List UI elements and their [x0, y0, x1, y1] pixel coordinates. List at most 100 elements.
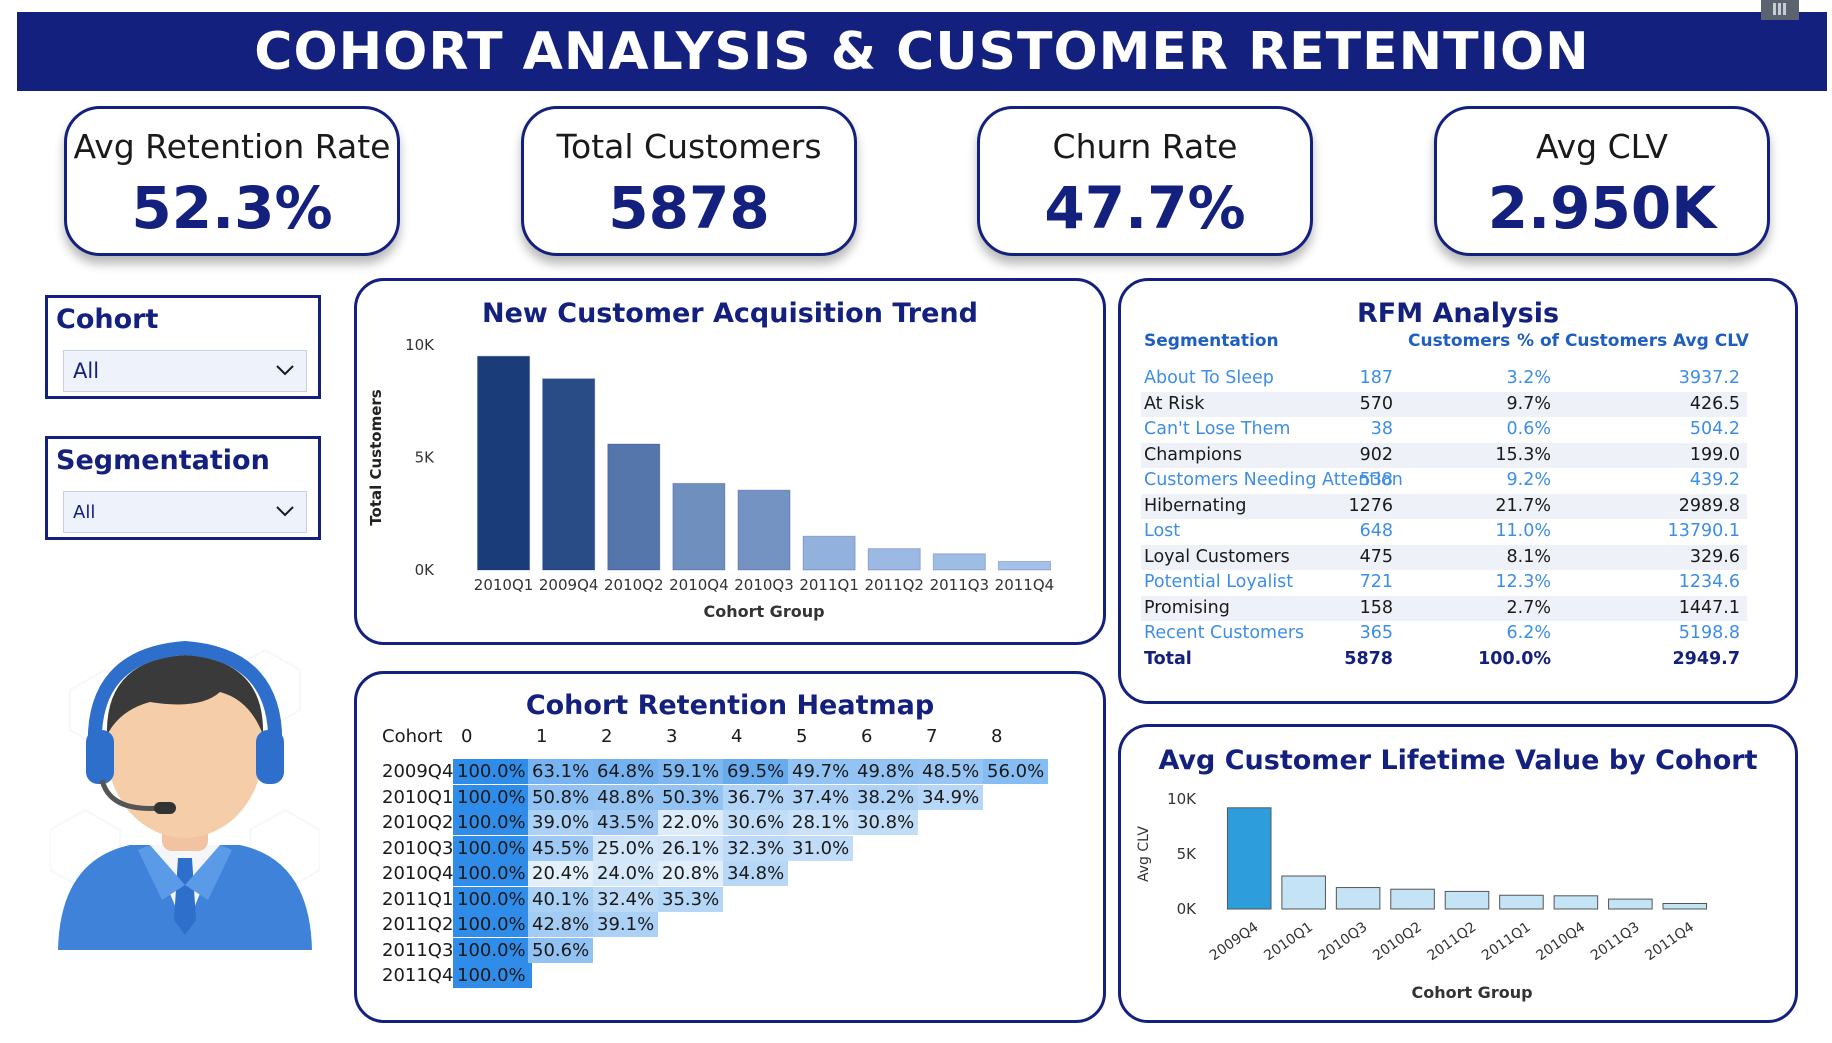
kpi-card-total-customers: Total Customers 5878 [521, 106, 857, 256]
customer-support-avatar [50, 640, 320, 950]
y-tick-label: 5K [1177, 845, 1198, 863]
table-row[interactable]: Hibernating 1276 21.7% 2989.8 [1141, 493, 1747, 519]
heatmap-cell[interactable]: 26.1% [658, 835, 723, 861]
acquisition-bar [607, 443, 661, 571]
heatmap-cell[interactable]: 56.0% [983, 759, 1048, 784]
heatmap-cell[interactable]: 100.0% [453, 963, 532, 988]
rfm-cell: Champions [1144, 444, 1242, 465]
table-row[interactable]: At Risk 570 9.7% 426.5 [1141, 391, 1747, 417]
acquisition-bar [542, 378, 596, 571]
acquisition-bar [802, 535, 856, 571]
heatmap-cell[interactable]: 100.0% [453, 912, 532, 937]
table-row[interactable]: About To Sleep 187 3.2% 3937.2 [1141, 366, 1747, 391]
x-tick-label: 2011Q2 [1425, 919, 1480, 964]
acquisition-bar [932, 553, 986, 571]
heatmap-cell[interactable]: 59.1% [658, 759, 723, 784]
heatmap-cell[interactable]: 64.8% [593, 759, 658, 784]
heatmap-cell[interactable]: 35.3% [658, 886, 723, 912]
heatmap-cell[interactable]: 20.8% [658, 861, 723, 886]
heatmap-cell[interactable]: 22.0% [658, 810, 723, 835]
heatmap-cell[interactable]: 36.7% [723, 784, 788, 810]
heatmap-cell[interactable]: 43.5% [593, 810, 658, 835]
rfm-table-title: RFM Analysis [1356, 298, 1560, 329]
heatmap-cell[interactable]: 50.6% [528, 937, 593, 963]
heatmap-cell[interactable]: 39.1% [593, 912, 658, 937]
table-row[interactable]: Lost 648 11.0% 13790.1 [1141, 519, 1747, 544]
heatmap-cell[interactable]: 32.4% [593, 886, 658, 912]
heatmap-row-label: 2009Q4 [382, 761, 454, 782]
rfm-cell: 0.6% [1506, 419, 1551, 439]
dashboard-title: COHORT ANALYSIS & CUSTOMER RETENTION [254, 21, 1590, 82]
heatmap-cell[interactable]: 30.8% [853, 810, 918, 835]
cohort-dropdown-value: All [73, 359, 100, 383]
table-row[interactable]: Promising 158 2.7% 1447.1 [1141, 595, 1747, 621]
heatmap-cell[interactable]: 31.0% [788, 835, 853, 861]
rfm-col-segmentation[interactable]: Segmentation [1144, 331, 1279, 351]
rfm-cell: 439.2 [1689, 470, 1740, 490]
rfm-cell: At Risk [1144, 393, 1205, 414]
rfm-col-customers[interactable]: Customers [1408, 331, 1511, 351]
heatmap-cell[interactable]: 50.8% [528, 784, 593, 810]
rfm-cell: 13790.1 [1667, 521, 1740, 541]
heatmap-cell[interactable]: 69.5% [723, 759, 788, 784]
segmentation-dropdown[interactable]: All [63, 491, 307, 533]
heatmap-cell[interactable]: 45.5% [528, 835, 593, 861]
x-axis-label: Cohort Group [703, 602, 824, 621]
acquisition-bar [867, 548, 921, 571]
x-tick-label: 2009Q4 [539, 576, 599, 594]
heatmap-row-label: 2010Q4 [382, 863, 454, 884]
rfm-cell: 648 [1359, 521, 1393, 541]
rfm-col-pct-customers[interactable]: % of Customers [1517, 331, 1668, 351]
heatmap-cell[interactable]: 100.0% [453, 861, 532, 886]
heatmap-cell[interactable]: 63.1% [528, 759, 593, 784]
heatmap-cell[interactable]: 40.1% [528, 886, 593, 912]
rfm-total-row[interactable]: Total 5878 100.0% 2949.7 [1141, 646, 1747, 672]
dashboard-title-banner: COHORT ANALYSIS & CUSTOMER RETENTION [17, 12, 1827, 91]
heatmap-cell[interactable]: 24.0% [593, 861, 658, 886]
heatmap-column-header: 2 [601, 726, 613, 747]
heatmap-cell[interactable]: 20.4% [528, 861, 593, 886]
cohort-dropdown[interactable]: All [63, 350, 307, 392]
heatmap-cell[interactable]: 49.7% [788, 759, 853, 784]
rfm-cell: 902 [1359, 444, 1393, 465]
rfm-cell: 38 [1370, 419, 1393, 439]
heatmap-cell[interactable]: 34.8% [723, 861, 788, 886]
table-row[interactable]: Recent Customers 365 6.2% 5198.8 [1141, 621, 1747, 646]
heatmap-cell[interactable]: 38.2% [853, 784, 918, 810]
segmentation-slicer-title: Segmentation [56, 445, 270, 476]
table-row[interactable]: Loyal Customers 475 8.1% 329.6 [1141, 544, 1747, 570]
heatmap-cell[interactable]: 100.0% [453, 886, 532, 912]
table-row[interactable]: Potential Loyalist 721 12.3% 1234.6 [1141, 570, 1747, 595]
rfm-col-avg-clv[interactable]: Avg CLV [1673, 331, 1749, 351]
table-row[interactable]: Can't Lose Them 38 0.6% 504.2 [1141, 417, 1747, 442]
heatmap-cell[interactable]: 37.4% [788, 784, 853, 810]
x-axis-label: Cohort Group [1411, 983, 1532, 1002]
heatmap-column-header: 3 [666, 726, 678, 747]
heatmap-cell[interactable]: 39.0% [528, 810, 593, 835]
heatmap-cell[interactable]: 42.8% [528, 912, 593, 937]
heatmap-cell[interactable]: 34.9% [918, 784, 983, 810]
rfm-cell: 8.1% [1506, 546, 1551, 567]
clv-bar [1553, 895, 1599, 910]
heatmap-cell[interactable]: 100.0% [453, 835, 532, 861]
y-tick-label: 0K [1177, 900, 1198, 918]
rfm-cell: 570 [1359, 393, 1393, 414]
table-row[interactable]: Customers Needing Attention 538 9.2% 439.2 [1141, 468, 1747, 493]
heatmap-cell[interactable]: 49.8% [853, 759, 918, 784]
heatmap-cell[interactable]: 30.6% [723, 810, 788, 835]
heatmap-cell[interactable]: 48.5% [918, 759, 983, 784]
rfm-cell: 426.5 [1689, 393, 1740, 414]
heatmap-cell[interactable]: 100.0% [453, 937, 532, 963]
heatmap-cell[interactable]: 50.3% [658, 784, 723, 810]
heatmap-cell[interactable]: 100.0% [453, 810, 532, 835]
table-row[interactable]: Champions 902 15.3% 199.0 [1141, 442, 1747, 468]
heatmap-cell[interactable]: 100.0% [453, 759, 532, 784]
heatmap-cell[interactable]: 100.0% [453, 784, 532, 810]
heatmap-cell[interactable]: 28.1% [788, 810, 853, 835]
focus-mode-icon[interactable] [1761, 0, 1799, 20]
heatmap-cell[interactable]: 25.0% [593, 835, 658, 861]
kpi-value: 52.3% [131, 174, 333, 242]
heatmap-cell[interactable]: 48.8% [593, 784, 658, 810]
x-tick-label: 2011Q1 [799, 576, 859, 594]
heatmap-cell[interactable]: 32.3% [723, 835, 788, 861]
